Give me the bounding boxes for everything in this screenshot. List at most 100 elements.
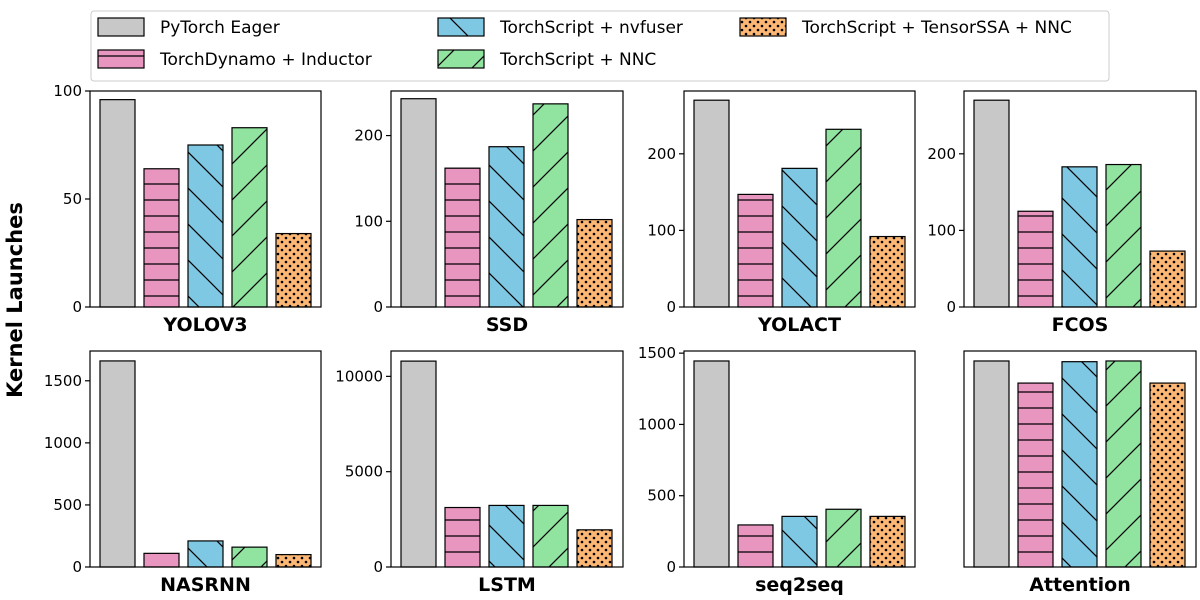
legend-item-torchscript-nnc: TorchScript + NNC [437,49,656,70]
legend-label: TorchScript + NNC [499,50,656,70]
bar-torchscript-tensorssa-nnc [275,553,312,568]
bar-fill [401,361,436,567]
bar-pytorch-eager [400,98,437,308]
bar-torchscript-nvfuser [1061,166,1098,308]
bar-pytorch-eager [99,99,136,308]
panel-nasrnn: 0 500 1000 1500 NASRNN [44,350,322,596]
panel-title: YOLACT [757,314,841,336]
legend-swatch-border [437,17,485,37]
panel-ssd: 0 100 200 SSD [354,90,624,336]
y-tick-label: 50 [63,190,82,208]
bar-hatch [232,547,267,567]
bar-hatch [1018,383,1053,567]
bar-torchdynamo-inductor [737,524,774,568]
y-tick-label: 5000 [345,463,383,481]
panel-title: SSD [486,314,528,336]
bar-torchdynamo-inductor [1017,382,1054,568]
bar-hatch [1062,361,1097,567]
bar-torchscript-tensorssa-nnc [869,235,906,308]
y-tick-label: 100 [354,212,383,230]
bar-pytorch-eager [973,99,1010,308]
bar-torchscript-tensorssa-nnc [1149,382,1186,568]
legend-label: TorchDynamo + Inductor [159,50,372,70]
bar-torchscript-nnc [231,546,268,568]
y-tick-label: 200 [927,145,956,163]
panel-lstm: 0 5000 10000 LSTM [335,350,624,596]
y-tick-label: 0 [373,558,383,576]
y-tick-label: 500 [647,487,676,505]
bar-hatch [489,505,524,567]
y-tick-label: 0 [72,558,82,576]
legend-swatch-border [97,17,145,37]
legend-swatch-border [739,17,787,37]
y-tick-label: 100 [927,221,956,239]
panel-title: Attention [1029,574,1130,596]
legend-swatch-hatch [438,50,484,68]
bar-torchscript-nnc [1105,163,1142,308]
bar-hatch [188,145,223,307]
bar-hatch [870,236,905,307]
bar-hatch [738,194,773,307]
bar-hatch [1018,211,1053,307]
bar-hatch [1150,383,1185,567]
y-tick-label: 0 [946,298,956,316]
bar-torchscript-nnc [825,508,862,568]
bar-hatch [276,233,311,307]
bar-torchscript-tensorssa-nnc [869,515,906,568]
legend: PyTorch Eager TorchDynamo + Inductor Torch… [90,10,1110,82]
legend-label: PyTorch Eager [160,18,280,38]
bar-torchdynamo-inductor [737,193,774,308]
bar-fill [401,98,436,307]
y-tick-label: 200 [354,127,383,145]
panel-frame [89,350,322,568]
bar-pytorch-eager [99,360,136,568]
panel-fcos: 0 100 200 FCOS [927,90,1197,336]
bar-torchscript-nnc [825,128,862,308]
bar-torchscript-tensorssa-nnc [275,232,312,308]
panel-frame [390,90,624,308]
y-tick-label: 1000 [638,415,676,433]
bar-fill [694,360,729,567]
y-tick-label: 0 [666,558,676,576]
bar-hatch [533,505,568,567]
bar-fill [974,360,1009,567]
bar-hatch [232,127,267,307]
bar-hatch [276,554,311,567]
bar-torchscript-nvfuser [187,540,224,568]
bar-hatch [445,168,480,307]
panel-title: FCOS [1052,314,1109,336]
legend-frame [90,10,1110,82]
legend-swatch-border [437,49,485,69]
bar-torchscript-nvfuser [187,144,224,308]
bar-torchscript-nvfuser [1061,361,1098,568]
y-tick-label: 0 [72,298,82,316]
legend-item-torchscript-tensorssa-nnc: TorchScript + TensorSSA + NNC [739,17,1072,38]
bar-hatch [144,168,179,307]
legend-label: TorchScript + TensorSSA + NNC [801,18,1072,38]
bar-torchscript-tensorssa-nnc [1149,250,1186,308]
bar-hatch [1150,251,1185,307]
legend-item-torchscript-nvfuser: TorchScript + nvfuser [437,17,683,38]
bar-torchscript-nvfuser [781,515,818,568]
panel-title: YOLOV3 [162,314,247,336]
legend-swatch-hatch [98,50,144,68]
bar-hatch [782,516,817,567]
bar-torchdynamo-inductor [444,506,481,568]
bar-torchdynamo-inductor [143,168,180,308]
bar-torchscript-nvfuser [488,146,525,308]
panel-attention: Attention [963,350,1197,596]
bar-pytorch-eager [693,360,730,568]
panels: 0 50 100 YOLOV3 0 100 200 SSD 0 100 200 YOLACT 0 100 2… [44,82,1197,596]
legend-item-torchdynamo-inductor: TorchDynamo + Inductor [97,49,372,70]
bar-torchdynamo-inductor [1017,210,1054,308]
y-tick-label: 100 [53,82,82,100]
bar-hatch [445,507,480,567]
y-tick-label: 10000 [335,367,383,385]
panel-frame [963,350,1197,568]
y-tick-label: 100 [647,221,676,239]
bar-pytorch-eager [400,360,437,568]
legend-label: TorchScript + nvfuser [499,18,683,38]
panel-seq2seq: 0 500 1000 1500 seq2seq [638,344,916,596]
panel-frame [683,350,916,568]
bar-hatch [826,129,861,307]
